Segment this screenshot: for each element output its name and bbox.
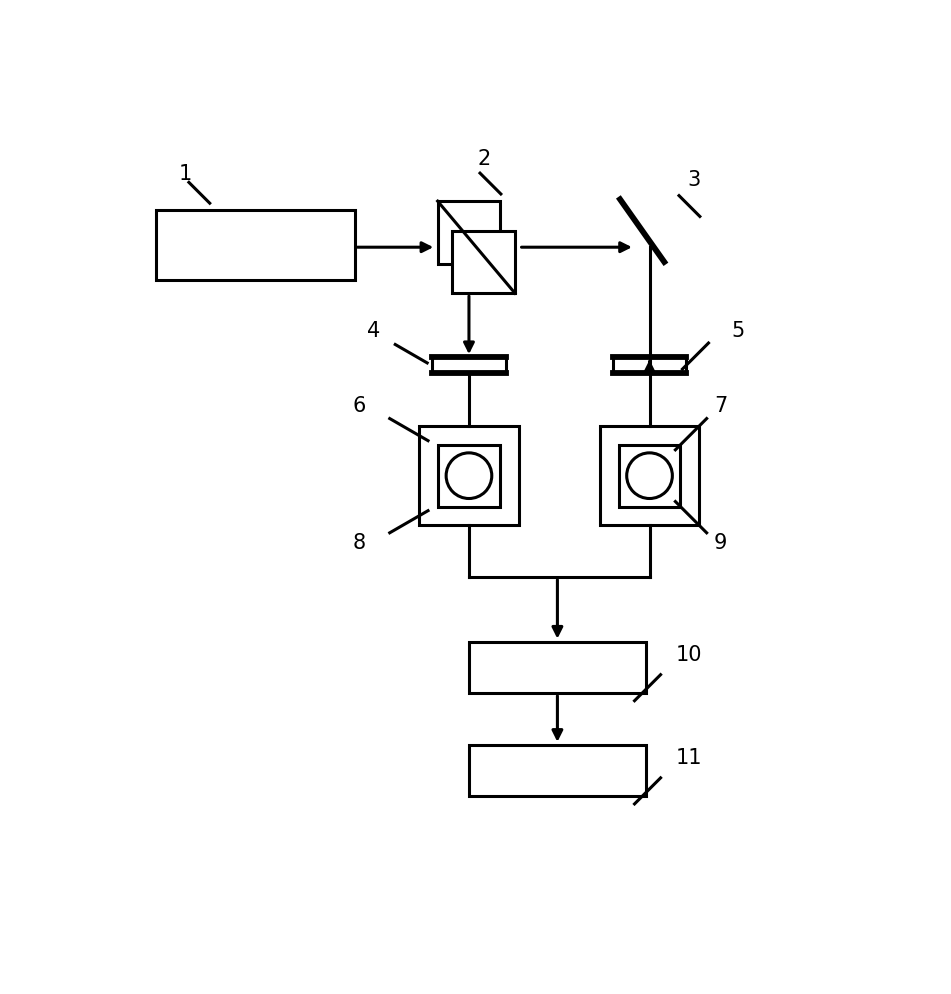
Bar (453, 232, 515, 294)
Circle shape (627, 453, 672, 499)
Text: 3: 3 (688, 169, 700, 190)
Bar (432, 358, 506, 374)
Text: 8: 8 (353, 532, 366, 552)
Circle shape (446, 453, 492, 499)
Bar (156, 211, 355, 281)
Bar (419, 426, 518, 526)
Bar (438, 445, 500, 507)
Text: 9: 9 (714, 532, 728, 552)
Text: 2: 2 (477, 149, 491, 169)
Text: 10: 10 (675, 644, 702, 664)
Bar (612, 358, 687, 374)
Text: 4: 4 (366, 320, 379, 340)
Text: 7: 7 (714, 396, 728, 415)
Text: 5: 5 (731, 320, 745, 340)
Text: 11: 11 (675, 747, 702, 767)
Bar (619, 445, 680, 507)
Bar (437, 202, 500, 264)
Bar (469, 745, 646, 796)
Bar (469, 642, 646, 694)
Bar (600, 426, 699, 526)
Text: 1: 1 (179, 164, 192, 184)
Text: 6: 6 (353, 396, 366, 415)
